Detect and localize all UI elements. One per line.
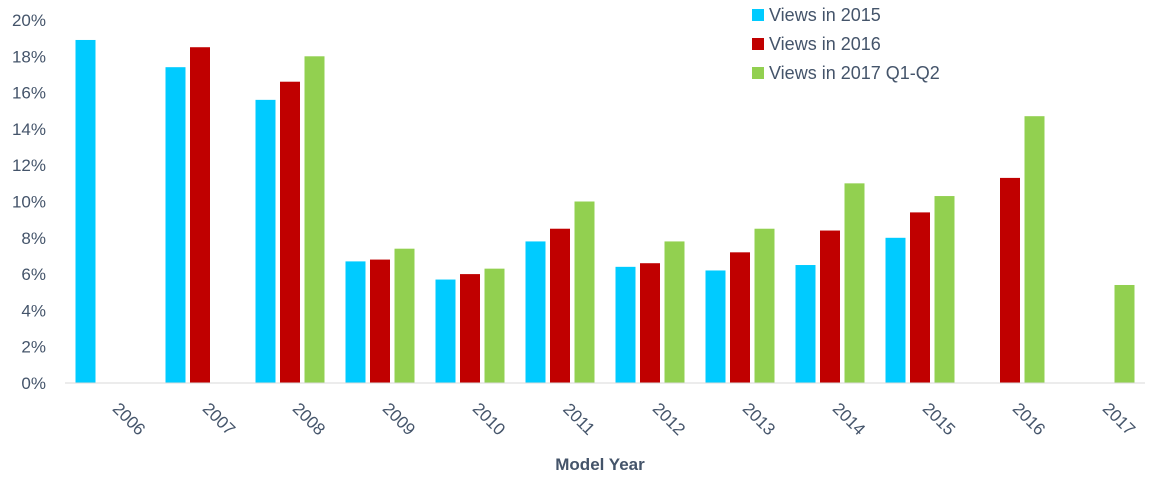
bar xyxy=(844,183,865,383)
y-tick-label: 12% xyxy=(12,156,46,175)
bar xyxy=(885,237,906,383)
x-axis-title: Model Year xyxy=(555,455,645,474)
x-tick-label: 2017 xyxy=(1099,399,1139,439)
y-tick-label: 2% xyxy=(21,338,46,357)
x-tick-label: 2010 xyxy=(469,399,509,439)
y-tick-label: 20% xyxy=(12,11,46,30)
y-tick-label: 18% xyxy=(12,47,46,66)
x-tick-label: 2011 xyxy=(559,399,598,438)
bar xyxy=(934,196,955,383)
y-tick-label: 8% xyxy=(21,229,46,248)
y-tick-label: 4% xyxy=(21,301,46,320)
bar xyxy=(484,268,505,383)
bar xyxy=(754,228,775,383)
x-tick-label: 2009 xyxy=(379,399,419,439)
bar xyxy=(525,241,546,383)
legend: Views in 2015 Views in 2016 Views in 2017 … xyxy=(752,5,940,83)
bar xyxy=(304,56,325,384)
x-tick-label: 2008 xyxy=(289,399,329,439)
y-axis: 0% 2% 4% 6% 8% 10% 12% 14% 16% 18% 20% xyxy=(12,11,46,393)
x-tick-label: 2014 xyxy=(829,399,869,439)
x-tick-label: 2015 xyxy=(919,399,959,439)
x-tick-label: 2013 xyxy=(739,399,779,439)
bar xyxy=(640,263,660,383)
y-tick-label: 6% xyxy=(21,265,46,284)
bar xyxy=(664,241,685,383)
legend-label: Views in 2017 Q1-Q2 xyxy=(769,63,940,83)
bar xyxy=(75,39,96,384)
bar xyxy=(1024,116,1045,383)
bar xyxy=(1000,177,1020,383)
bar xyxy=(435,279,456,383)
legend-label: Views in 2015 xyxy=(769,5,881,25)
y-tick-label: 0% xyxy=(21,374,46,393)
bar xyxy=(165,67,186,383)
legend-label: Views in 2016 xyxy=(769,34,881,54)
y-tick-label: 10% xyxy=(12,193,46,212)
bar xyxy=(910,212,930,383)
bar xyxy=(190,47,210,383)
bar xyxy=(345,261,366,383)
bar xyxy=(615,266,636,383)
bar xyxy=(394,248,415,383)
bar xyxy=(255,99,276,384)
bar xyxy=(370,259,390,383)
legend-swatch xyxy=(752,67,764,79)
bar xyxy=(730,252,750,383)
bar xyxy=(460,274,480,383)
bar xyxy=(820,230,840,383)
legend-swatch xyxy=(752,38,764,50)
legend-swatch xyxy=(752,9,764,21)
x-tick-label: 2016 xyxy=(1009,399,1049,439)
bar xyxy=(1114,284,1135,383)
y-tick-label: 14% xyxy=(12,120,46,139)
x-axis: 2006 2007 2008 2009 2010 2011 2012 2013 2014 2015… xyxy=(109,399,1139,439)
bar xyxy=(705,270,726,383)
bar xyxy=(280,81,300,384)
bar xyxy=(795,265,816,383)
y-tick-label: 16% xyxy=(12,84,46,103)
x-tick-label: 2007 xyxy=(199,399,239,439)
bar xyxy=(550,228,570,383)
x-tick-label: 2006 xyxy=(109,399,149,439)
bar-group xyxy=(75,39,1135,384)
x-tick-label: 2012 xyxy=(649,399,689,439)
bar xyxy=(574,201,595,383)
